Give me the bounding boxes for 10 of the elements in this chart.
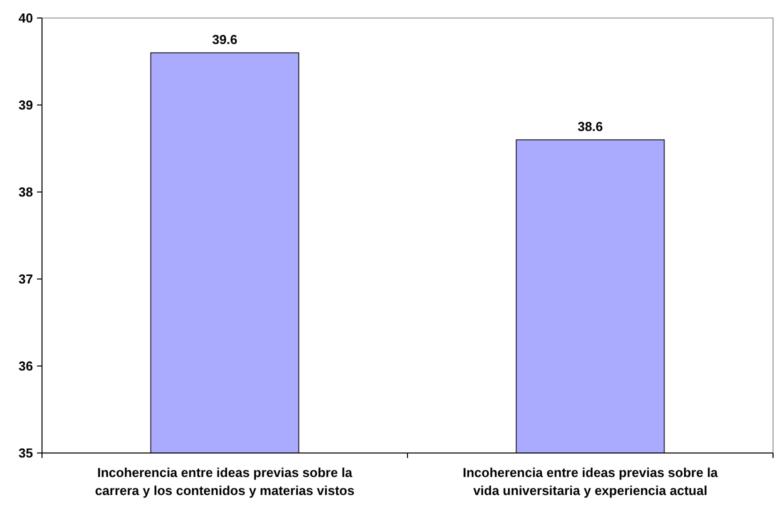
x-tick-label: Incoherencia entre ideas previas sobre la vida universitaria y experiencia actual [462, 465, 719, 498]
data-label: 38.6 [578, 118, 603, 134]
x-tick-label: Incoherencia entre ideas previas sobre la carrera y los contenidos y materias vistos [95, 465, 354, 498]
y-tick-label: 39 [18, 98, 33, 113]
y-tick-label: 35 [18, 446, 33, 461]
y-tick-label: 38 [18, 184, 33, 200]
y-tick-label: 40 [18, 10, 33, 26]
data-label: 39.6 [212, 32, 238, 47]
y-tick-label: 37 [18, 272, 33, 287]
y-tick-label: 36 [18, 358, 33, 374]
